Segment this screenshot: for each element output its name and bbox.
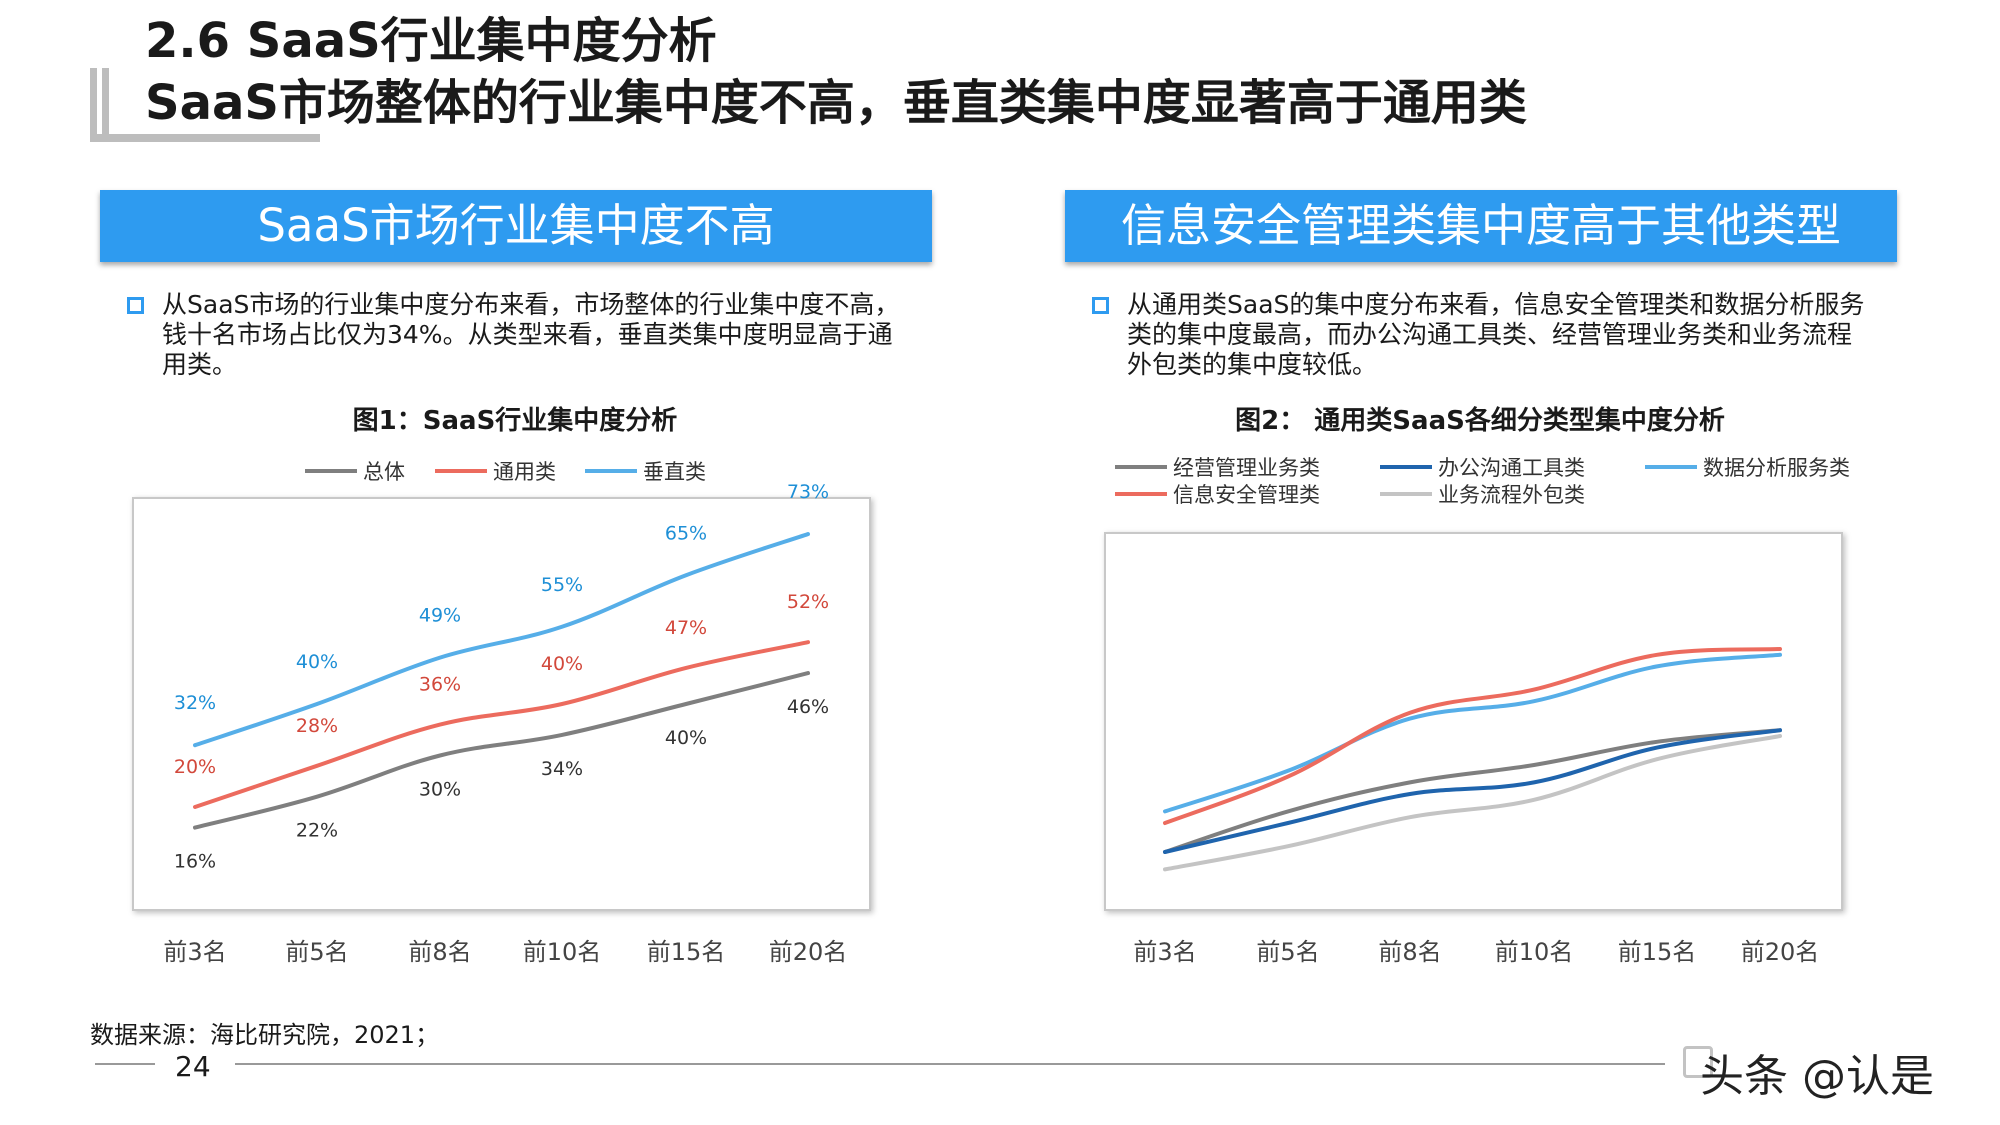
x-tick-label: 前20名 bbox=[1741, 938, 1820, 966]
title-line-1: 2.6 SaaS行业集中度分析 bbox=[145, 13, 717, 69]
data-label: 28% bbox=[296, 715, 338, 737]
series-line-3 bbox=[193, 532, 810, 748]
chart2: 前3名 前5名 前8名 前10名 前15名 前20名 经营管理业务类 办公沟通工具类 数据分析服… bbox=[1104, 456, 1850, 966]
chart1-title: 图1：SaaS行业集中度分析 bbox=[352, 406, 678, 436]
right-bullet-line: 从通用类SaaS的集中度分布来看，信息安全管理类和数据分析服务 bbox=[1127, 290, 1865, 319]
x-tick-label: 前15名 bbox=[647, 938, 726, 966]
data-label: 55% bbox=[541, 574, 583, 596]
x-tick-label: 前10名 bbox=[523, 938, 602, 966]
footer-line-left bbox=[95, 1063, 155, 1065]
left-bullet-line: 用类。 bbox=[162, 350, 238, 379]
data-label: 16% bbox=[174, 851, 216, 873]
data-label: 47% bbox=[665, 617, 707, 639]
data-label: 49% bbox=[419, 605, 461, 627]
data-label: 22% bbox=[296, 820, 338, 842]
chart1-plot-area bbox=[132, 497, 871, 911]
legend-label: 数据分析服务类 bbox=[1703, 456, 1850, 480]
x-tick-label: 前15名 bbox=[1618, 938, 1697, 966]
legend-label: 业务流程外包类 bbox=[1438, 483, 1585, 507]
left-panel-header: SaaS市场行业集中度不高 bbox=[100, 190, 932, 262]
right-bullet-line: 外包类的集中度较低。 bbox=[1127, 350, 1378, 379]
x-tick-label: 前5名 bbox=[285, 938, 348, 966]
data-label: 34% bbox=[541, 758, 583, 780]
x-tick-label: 前8名 bbox=[408, 938, 471, 966]
legend-label: 垂直类 bbox=[643, 460, 706, 484]
data-label: 32% bbox=[174, 692, 216, 714]
legend-label: 通用类 bbox=[493, 460, 556, 484]
chart2-plot-area bbox=[1104, 532, 1843, 911]
legend-label: 办公沟通工具类 bbox=[1438, 456, 1585, 480]
data-source: 数据来源：海比研究院，2021； bbox=[90, 1021, 440, 1049]
data-label: 30% bbox=[419, 779, 461, 801]
legend-label: 总体 bbox=[363, 460, 405, 484]
series-line-3 bbox=[1163, 652, 1782, 814]
x-tick-label: 前3名 bbox=[1133, 938, 1196, 966]
series-line-2 bbox=[1163, 728, 1782, 854]
series-line-1 bbox=[193, 671, 810, 830]
page-title: 2.6 SaaS行业集中度分析 SaaS市场整体的行业集中度不高，垂直类集中度显… bbox=[145, 10, 1527, 134]
series-line-5 bbox=[1163, 734, 1782, 872]
brand-watermark: 头条 @认是 bbox=[1700, 1051, 1934, 1102]
x-tick-label: 前10名 bbox=[1495, 938, 1574, 966]
data-label: 52% bbox=[787, 591, 829, 613]
title-line-2: SaaS市场整体的行业集中度不高，垂直类集中度显著高于通用类 bbox=[145, 75, 1527, 131]
series-line-4 bbox=[1163, 647, 1782, 825]
data-label: 65% bbox=[665, 522, 707, 544]
page-number: 24 bbox=[175, 1050, 211, 1083]
left-bullet-line: 钱十名市场占比仅为34%。从类型来看，垂直类集中度明显高于通 bbox=[162, 320, 893, 349]
footer-line-right bbox=[235, 1063, 1665, 1065]
bullet-square-icon bbox=[1092, 297, 1109, 314]
x-tick-label: 前5名 bbox=[1256, 938, 1319, 966]
series-line-2 bbox=[193, 640, 810, 809]
legend-label: 信息安全管理类 bbox=[1173, 483, 1320, 507]
right-bullet: 从通用类SaaS的集中度分布来看，信息安全管理类和数据分析服务 类的集中度最高，… bbox=[1092, 290, 1907, 380]
data-label: 40% bbox=[541, 653, 583, 675]
x-tick-label: 前3名 bbox=[163, 938, 226, 966]
data-label: 36% bbox=[419, 674, 461, 696]
data-label: 46% bbox=[787, 696, 829, 718]
legend-label: 经营管理业务类 bbox=[1173, 456, 1320, 480]
chart2-title: 图2： 通用类SaaS各细分类型集中度分析 bbox=[1235, 406, 1725, 436]
left-bullet: 从SaaS市场的行业集中度分布来看，市场整体的行业集中度不高， 钱十名市场占比仅… bbox=[127, 290, 922, 380]
title-decoration bbox=[90, 62, 320, 142]
series-line-1 bbox=[1163, 728, 1782, 854]
data-label: 73% bbox=[787, 481, 829, 503]
data-label: 40% bbox=[296, 651, 338, 673]
x-tick-label: 前20名 bbox=[769, 938, 848, 966]
right-bullet-line: 类的集中度最高，而办公沟通工具类、经营管理业务类和业务流程 bbox=[1127, 320, 1853, 349]
right-panel-header: 信息安全管理类集中度高于其他类型 bbox=[1065, 190, 1897, 262]
x-tick-label: 前8名 bbox=[1378, 938, 1441, 966]
data-label: 40% bbox=[665, 727, 707, 749]
chart1: 前3名 前5名 前8名 前10名 前15名 前20名 16% 22% 30% 34% 40% 46% 2… bbox=[132, 460, 871, 966]
bullet-square-icon bbox=[127, 297, 144, 314]
left-bullet-line: 从SaaS市场的行业集中度分布来看，市场整体的行业集中度不高， bbox=[162, 290, 900, 319]
data-label: 20% bbox=[174, 756, 216, 778]
brand-logo-icon bbox=[1683, 1046, 1713, 1078]
